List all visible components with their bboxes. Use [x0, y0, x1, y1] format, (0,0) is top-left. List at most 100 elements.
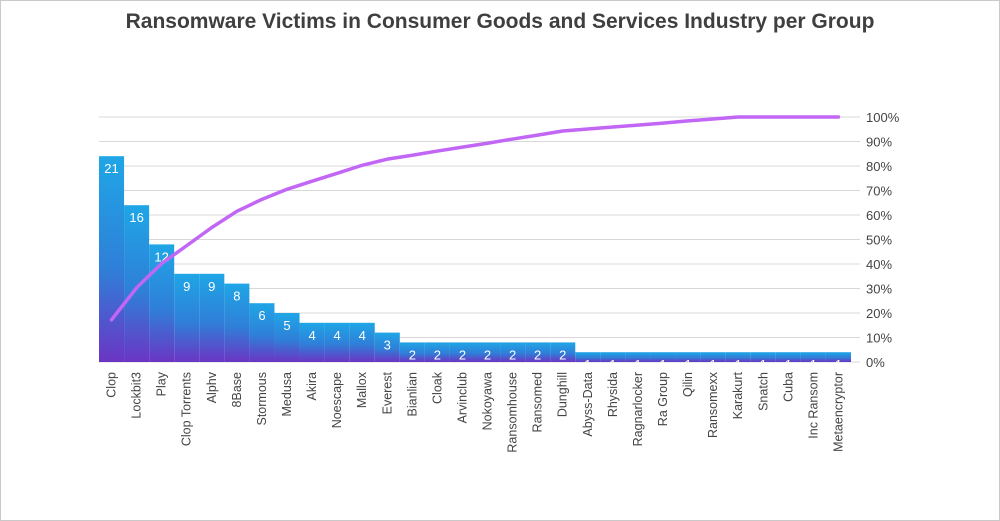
y-axis-ticks: 0% 10% 20% 30% 40% 50% 60% 70% 80% 90% 100% [866, 110, 900, 370]
cumulative-line [109, 115, 841, 322]
data-label: 9 [183, 279, 190, 294]
bar [775, 352, 801, 362]
data-label: 16 [129, 210, 143, 225]
data-label: 1 [735, 357, 742, 372]
chart-title: Ransomware Victims in Consumer Goods and… [125, 10, 875, 33]
x-category-label: Play [155, 371, 169, 396]
bar [700, 352, 726, 362]
x-category-label: Ransomhouse [506, 372, 520, 453]
x-category-label: Medusa [280, 372, 294, 417]
data-label: 4 [334, 328, 341, 343]
bar [349, 322, 375, 362]
data-label: 2 [509, 347, 516, 362]
data-label: 1 [659, 357, 666, 372]
bar [475, 342, 501, 362]
x-category-label: Qilin [681, 372, 695, 397]
x-category-label: Dunghill [556, 372, 570, 417]
x-category-label: Ransomexx [706, 371, 720, 438]
y-tick-label: 90% [866, 135, 892, 150]
bar [299, 322, 325, 362]
x-category-label: 8Base [230, 372, 244, 407]
bar [575, 352, 601, 362]
data-label: 9 [208, 279, 215, 294]
bar [725, 352, 751, 362]
bar [600, 352, 626, 362]
data-label: 5 [283, 318, 290, 333]
x-category-label: Metaencryptor [831, 372, 845, 452]
bar [374, 332, 400, 362]
x-category-label: Ra Group [656, 372, 670, 426]
y-tick-label: 0% [866, 355, 885, 370]
bar [249, 303, 275, 362]
bar [525, 342, 551, 362]
gridlines [99, 116, 860, 363]
bar [399, 342, 425, 362]
y-tick-label: 30% [866, 282, 892, 297]
x-category-label: Bianlian [405, 372, 419, 417]
x-category-label: Alphv [205, 371, 219, 403]
bar [825, 352, 851, 362]
bar [174, 273, 200, 362]
x-category-label: Karakurt [731, 371, 745, 419]
x-category-label: Abyss-Data [581, 372, 595, 437]
data-label: 1 [810, 357, 817, 372]
y-tick-label: 70% [866, 184, 892, 199]
y-tick-label: 10% [866, 331, 892, 346]
data-label: 1 [634, 357, 641, 372]
data-label: 8 [233, 289, 240, 304]
y-tick-label: 100% [866, 110, 900, 125]
x-category-label: Stormous [255, 372, 269, 426]
data-label: 4 [359, 328, 366, 343]
data-label: 2 [434, 347, 441, 362]
x-category-label: Akira [305, 372, 319, 401]
x-category-label: Mallox [355, 371, 369, 408]
bar [650, 352, 676, 362]
data-label: 1 [785, 357, 792, 372]
cumulative-percent-line [109, 115, 841, 322]
data-label: 1 [684, 357, 691, 372]
bar [500, 342, 526, 362]
x-category-label: Inc Ransom [806, 372, 820, 439]
bar [274, 313, 300, 362]
x-category-label: Ransomed [531, 372, 545, 432]
bar [99, 156, 125, 362]
x-category-label: Everest [380, 371, 394, 414]
data-label: 2 [459, 347, 466, 362]
data-label: 1 [710, 357, 717, 372]
x-category-label: Ragnarlocker [631, 372, 645, 446]
data-label: 4 [308, 328, 315, 343]
data-label: 2 [409, 347, 416, 362]
bar [199, 273, 225, 362]
bar [224, 283, 250, 362]
bars [99, 156, 851, 362]
bar [449, 342, 475, 362]
bar [675, 352, 701, 362]
y-tick-label: 40% [866, 257, 892, 272]
data-label: 6 [258, 308, 265, 323]
x-category-label: Nokoyawa [481, 372, 495, 430]
data-label: 2 [484, 347, 491, 362]
data-label: 1 [835, 357, 842, 372]
data-label: 21 [104, 161, 118, 176]
bar [324, 322, 350, 362]
x-category-label: Noescape [330, 372, 344, 428]
x-category-label: Clop Torrents [180, 372, 194, 446]
bar [625, 352, 651, 362]
bar [550, 342, 576, 362]
bar [750, 352, 776, 362]
bar [800, 352, 826, 362]
y-tick-label: 80% [866, 159, 892, 174]
x-category-label: Lockbit3 [130, 372, 144, 419]
data-label: 3 [384, 338, 391, 353]
x-category-label: Cloak [430, 371, 444, 404]
x-category-label: Snatch [756, 372, 770, 411]
data-label: 2 [559, 347, 566, 362]
x-category-label: Clop [105, 372, 119, 398]
y-tick-label: 60% [866, 208, 892, 223]
x-category-label: Rhysida [606, 372, 620, 417]
data-label: 2 [534, 347, 541, 362]
bar [124, 205, 150, 362]
x-category-label: Cuba [781, 372, 795, 402]
